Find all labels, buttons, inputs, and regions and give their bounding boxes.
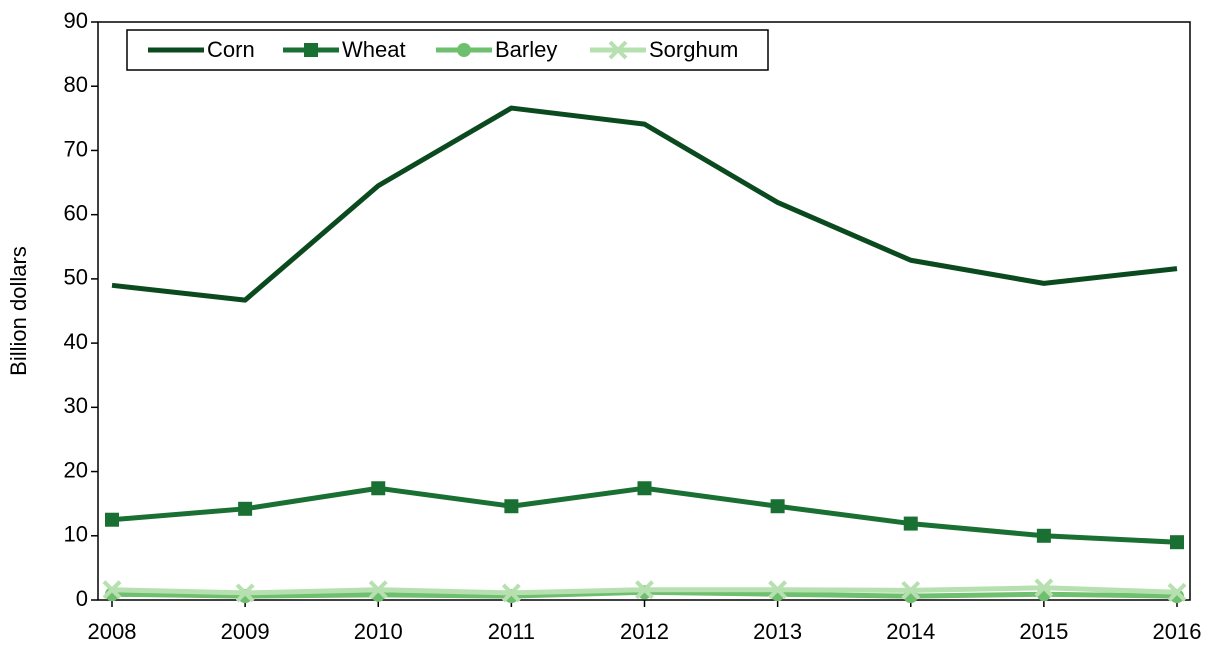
x-tick-label: 2016 xyxy=(1153,619,1202,644)
y-tick-label: 0 xyxy=(76,586,88,611)
x-tick-label: 2015 xyxy=(1019,619,1068,644)
x-tick-label: 2009 xyxy=(221,619,270,644)
marker xyxy=(457,43,471,57)
marker xyxy=(368,580,388,600)
marker xyxy=(1036,528,1051,543)
marker xyxy=(901,580,921,600)
x-tick-label: 2014 xyxy=(886,619,935,644)
marker xyxy=(304,43,318,57)
x-tick-label: 2011 xyxy=(488,619,535,644)
y-tick-label: 10 xyxy=(64,522,88,547)
plot-area xyxy=(97,21,1191,601)
y-tick-label: 90 xyxy=(64,8,88,33)
marker xyxy=(1170,535,1184,550)
marker xyxy=(504,499,519,514)
marker xyxy=(770,499,785,514)
y-tick-label: 20 xyxy=(64,457,88,482)
marker xyxy=(608,40,628,60)
y-tick-label: 40 xyxy=(64,329,88,354)
marker xyxy=(903,516,918,531)
x-tick-label: 2008 xyxy=(88,619,137,644)
y-tick-label: 70 xyxy=(64,136,88,161)
marker xyxy=(637,481,652,496)
x-tick-label: 2010 xyxy=(354,619,403,644)
y-tick-label: 30 xyxy=(64,393,88,418)
marker xyxy=(1167,582,1187,602)
marker xyxy=(102,580,122,600)
marker xyxy=(768,580,788,600)
marker xyxy=(1034,578,1054,598)
y-axis-label: Billion dollars xyxy=(6,246,31,376)
y-tick-label: 60 xyxy=(64,200,88,225)
series-line xyxy=(111,485,1178,545)
marker xyxy=(238,501,253,516)
legend-label: Wheat xyxy=(342,37,406,62)
legend-label: Sorghum xyxy=(649,37,738,62)
marker xyxy=(635,580,654,600)
marker xyxy=(501,583,521,603)
marker xyxy=(371,481,386,496)
legend-label: Corn xyxy=(207,37,255,62)
y-tick-label: 80 xyxy=(64,72,88,97)
legend-label: Barley xyxy=(495,37,557,62)
series-line xyxy=(111,105,1178,303)
y-tick-label: 50 xyxy=(64,265,88,290)
marker xyxy=(235,583,255,603)
marker xyxy=(105,512,119,527)
x-tick-label: 2013 xyxy=(753,619,802,644)
x-tick-label: 2012 xyxy=(620,619,669,644)
